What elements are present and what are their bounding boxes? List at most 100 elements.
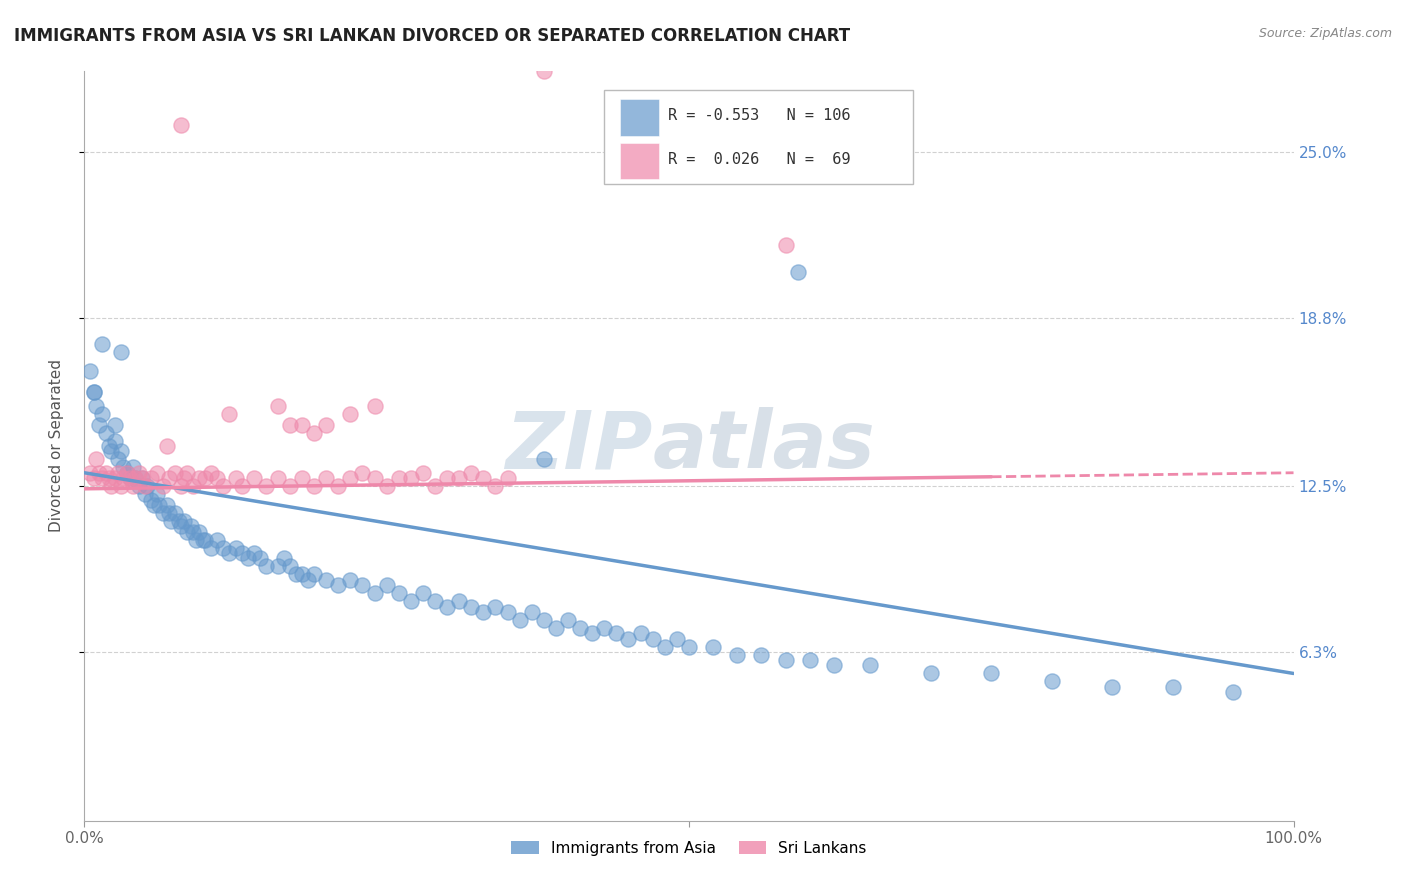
Text: ZIP: ZIP: [505, 407, 652, 485]
Point: [315, 573, 337, 587]
Point: [97, 439, 120, 453]
Point: [212, 541, 235, 555]
Point: [110, 444, 132, 458]
Point: [786, 265, 808, 279]
Point: [291, 471, 314, 485]
Point: [180, 519, 202, 533]
Point: [533, 452, 555, 467]
Point: [107, 466, 129, 480]
Point: [173, 471, 195, 485]
Text: atlas: atlas: [652, 407, 876, 485]
Point: [128, 466, 150, 480]
Point: [665, 632, 688, 646]
Point: [920, 666, 942, 681]
Point: [291, 567, 314, 582]
Point: [267, 559, 290, 574]
Point: [100, 479, 122, 493]
Point: [484, 479, 506, 493]
Point: [170, 479, 193, 493]
Point: [423, 479, 446, 493]
Point: [267, 471, 290, 485]
Point: [775, 653, 797, 667]
Point: [302, 479, 325, 493]
Point: [104, 434, 127, 448]
Point: [110, 479, 132, 493]
Point: [278, 417, 301, 432]
Point: [157, 471, 180, 485]
Point: [678, 640, 700, 654]
Point: [91, 407, 114, 421]
Point: [110, 345, 132, 359]
Point: [496, 605, 519, 619]
Point: [980, 666, 1002, 681]
Point: [120, 471, 142, 485]
Point: [388, 471, 411, 485]
Point: [302, 425, 325, 440]
Point: [91, 337, 114, 351]
Point: [520, 605, 543, 619]
Point: [100, 444, 122, 458]
Point: [436, 471, 458, 485]
Point: [94, 466, 117, 480]
Point: [339, 471, 361, 485]
Point: [412, 586, 434, 600]
Point: [375, 578, 398, 592]
Point: [328, 578, 350, 592]
Point: [112, 460, 135, 475]
Point: [124, 471, 146, 485]
Point: [751, 648, 773, 662]
Point: [617, 632, 640, 646]
Point: [152, 479, 174, 493]
Point: [509, 613, 531, 627]
Text: R =  0.026   N =  69: R = 0.026 N = 69: [668, 152, 851, 167]
Point: [375, 479, 398, 493]
Point: [188, 471, 211, 485]
Point: [155, 498, 177, 512]
Point: [484, 599, 506, 614]
Point: [146, 487, 169, 501]
Point: [449, 594, 471, 608]
Point: [139, 471, 162, 485]
Point: [165, 506, 187, 520]
Point: [124, 471, 146, 485]
Point: [87, 417, 110, 432]
Point: [859, 658, 882, 673]
Point: [212, 479, 235, 493]
Point: [104, 471, 127, 485]
Point: [605, 626, 627, 640]
Point: [107, 452, 129, 467]
Point: [91, 471, 114, 485]
Point: [1101, 680, 1123, 694]
Point: [167, 514, 190, 528]
Point: [302, 567, 325, 582]
Point: [87, 466, 110, 480]
Point: [225, 541, 247, 555]
Point: [399, 594, 422, 608]
Point: [79, 466, 101, 480]
Point: [121, 479, 143, 493]
Point: [94, 425, 117, 440]
Text: R = -0.553   N = 106: R = -0.553 N = 106: [668, 109, 851, 123]
Point: [231, 479, 253, 493]
Point: [120, 471, 142, 485]
Point: [146, 466, 169, 480]
Y-axis label: Divorced or Separated: Divorced or Separated: [49, 359, 63, 533]
Point: [460, 466, 482, 480]
Point: [654, 640, 676, 654]
Point: [191, 533, 214, 547]
Point: [339, 407, 361, 421]
Point: [176, 466, 198, 480]
Point: [170, 519, 193, 533]
Point: [581, 626, 603, 640]
Point: [460, 599, 482, 614]
Point: [134, 479, 156, 493]
Point: [1040, 674, 1063, 689]
Point: [630, 626, 652, 640]
Point: [472, 471, 495, 485]
Point: [207, 533, 229, 547]
Text: Source: ZipAtlas.com: Source: ZipAtlas.com: [1258, 27, 1392, 40]
Point: [83, 471, 105, 485]
Point: [242, 471, 264, 485]
Point: [254, 479, 277, 493]
Point: [86, 452, 108, 467]
